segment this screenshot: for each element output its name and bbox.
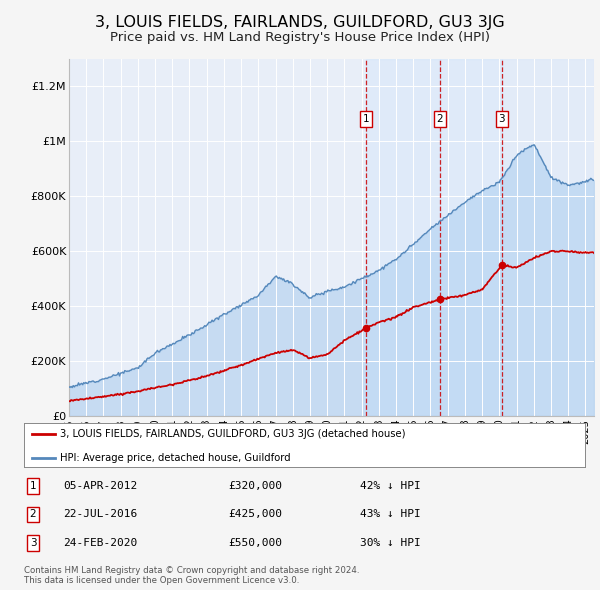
Text: £425,000: £425,000 <box>228 510 282 519</box>
Text: 3, LOUIS FIELDS, FAIRLANDS, GUILDFORD, GU3 3JG (detached house): 3, LOUIS FIELDS, FAIRLANDS, GUILDFORD, G… <box>61 429 406 439</box>
Text: 3: 3 <box>499 114 505 124</box>
Text: 1: 1 <box>29 481 37 491</box>
Bar <box>366 59 440 416</box>
Text: 42% ↓ HPI: 42% ↓ HPI <box>360 481 421 491</box>
Bar <box>440 59 502 416</box>
Text: 05-APR-2012: 05-APR-2012 <box>63 481 137 491</box>
Text: Price paid vs. HM Land Registry's House Price Index (HPI): Price paid vs. HM Land Registry's House … <box>110 31 490 44</box>
Text: 2: 2 <box>29 510 37 519</box>
Text: £320,000: £320,000 <box>228 481 282 491</box>
Text: 3: 3 <box>29 538 37 548</box>
Text: HPI: Average price, detached house, Guildford: HPI: Average price, detached house, Guil… <box>61 453 291 463</box>
Text: 43% ↓ HPI: 43% ↓ HPI <box>360 510 421 519</box>
Text: Contains HM Land Registry data © Crown copyright and database right 2024.
This d: Contains HM Land Registry data © Crown c… <box>24 566 359 585</box>
Text: 22-JUL-2016: 22-JUL-2016 <box>63 510 137 519</box>
Text: 2: 2 <box>437 114 443 124</box>
Text: 1: 1 <box>363 114 370 124</box>
Text: £550,000: £550,000 <box>228 538 282 548</box>
Bar <box>502 59 594 416</box>
Text: 30% ↓ HPI: 30% ↓ HPI <box>360 538 421 548</box>
Text: 24-FEB-2020: 24-FEB-2020 <box>63 538 137 548</box>
Text: 3, LOUIS FIELDS, FAIRLANDS, GUILDFORD, GU3 3JG: 3, LOUIS FIELDS, FAIRLANDS, GUILDFORD, G… <box>95 15 505 30</box>
